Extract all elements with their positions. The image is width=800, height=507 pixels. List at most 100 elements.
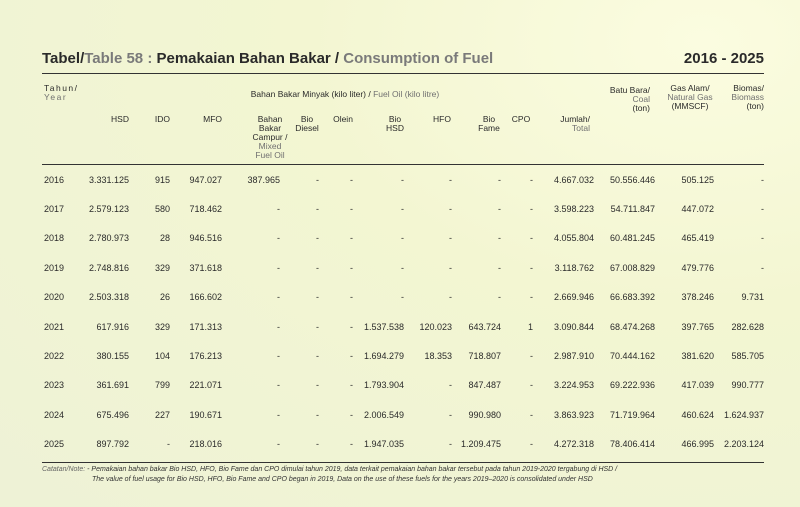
table-cell: 1.209.475 — [460, 439, 501, 450]
title-main-id: Pemakaian Bahan Bakar / — [156, 50, 344, 67]
table-cell: - — [761, 174, 764, 185]
table-cell: - — [316, 233, 319, 244]
header-hsd: HSD — [111, 114, 129, 124]
table-cell: - — [277, 439, 280, 450]
table-cell: - — [277, 321, 280, 332]
table-row: 2017 2.579.123 580 718.462 - - - - - - - 3.598.223 5… — [42, 194, 764, 223]
table-cell: - — [530, 233, 533, 244]
table-cell: - — [498, 174, 501, 185]
table-cell: 460.624 — [681, 409, 714, 420]
header-bio-hsd: Bio HSD — [380, 115, 410, 133]
table-cell: - — [530, 380, 533, 391]
row-year-cell: 2021 — [44, 321, 65, 332]
table-cell: - — [316, 174, 319, 185]
header-mixed-line1: Bahan — [257, 114, 283, 124]
bottom-rule — [42, 462, 764, 463]
footnote-line2: The value of fuel usage for Bio HSD, HFO… — [92, 476, 593, 483]
table-cell: 799 — [154, 380, 170, 391]
table-cell: 585.705 — [731, 351, 764, 362]
table-cell: - — [277, 380, 280, 391]
header-natural-gas: Gas Alam/ Natural Gas (MMSCF) — [660, 84, 720, 111]
header-mixed-line3: Campur / — [252, 132, 288, 142]
table-cell: 387.965 — [247, 174, 280, 185]
header-year: Tahun/ Year — [44, 84, 79, 102]
table-cell: 617.916 — [96, 321, 129, 332]
title-row: Tabel/Table 58 : Pemakaian Bahan Bakar /… — [42, 50, 764, 70]
title-main-en: Consumption of Fuel — [343, 50, 494, 67]
header-mixed-fuel: Bahan Bakar Campur / Mixed Fuel Oil — [245, 115, 295, 160]
table-cell: - — [401, 292, 404, 303]
table-cell: 4.055.804 — [553, 233, 594, 244]
table-cell: 447.072 — [681, 204, 714, 215]
table-cell: 218.016 — [189, 439, 222, 450]
table-cell: - — [449, 292, 452, 303]
header-fuel-oil-id: Bahan Bakar Minyak (kilo liter) / — [250, 89, 374, 99]
header-total: Jumlah/ Total — [540, 115, 590, 133]
header-gas-en: Natural Gas — [667, 92, 713, 102]
table-cell: - — [350, 439, 353, 450]
table-cell: 718.462 — [189, 204, 222, 215]
table-cell: 329 — [154, 321, 170, 332]
header-gas-unit: (MMSCF) — [671, 101, 709, 111]
header-bio-fame-line1: Bio — [482, 114, 496, 124]
header-bio-hsd-line1: Bio — [388, 114, 402, 124]
table-cell: 329 — [154, 262, 170, 273]
table-cell: 9.731 — [741, 292, 764, 303]
table-row: 2020 2.503.318 26 166.602 - - - - - - - 2.669.946 66… — [42, 283, 764, 312]
row-year-cell: 2023 — [44, 380, 65, 391]
header-mixed-line2: Bakar — [258, 123, 282, 133]
row-year-cell: 2017 — [44, 204, 65, 215]
table-cell: - — [350, 409, 353, 420]
table-cell: - — [277, 409, 280, 420]
table-cell: - — [277, 204, 280, 215]
header-bio-diesel: Bio Diesel — [290, 115, 324, 133]
table-cell: 466.995 — [681, 439, 714, 450]
footnote-label: Catatan/Note: — [42, 466, 88, 473]
table-cell: 166.602 — [189, 292, 222, 303]
header-biomass: Biomas/ Biomass (ton) — [710, 84, 764, 111]
header-biomass-id: Biomas/ — [733, 83, 764, 93]
title-years: 2016 - 2025 — [683, 50, 764, 67]
header-bio-fame-line2: Fame — [478, 123, 500, 133]
table-cell: - — [350, 321, 353, 332]
table-cell: - — [761, 204, 764, 215]
table-cell: 3.090.844 — [553, 321, 594, 332]
header-gas-id: Gas Alam/ — [670, 83, 710, 93]
table-cell: 3.224.953 — [553, 380, 594, 391]
table-cell: - — [530, 292, 533, 303]
table-cell: 67.008.829 — [609, 262, 655, 273]
table-cell: - — [350, 380, 353, 391]
table-cell: 3.863.923 — [553, 409, 594, 420]
table-row: 2022 380.155 104 176.213- - -1.694.279 18.353 7… — [42, 341, 764, 370]
table-cell: - — [449, 204, 452, 215]
table-cell: - — [449, 174, 452, 185]
table-cell: - — [316, 351, 319, 362]
table-cell: 18.353 — [424, 351, 452, 362]
table-cell: - — [498, 262, 501, 273]
table-cell: 71.719.964 — [609, 409, 655, 420]
title-id-prefix: Tabel/ — [42, 50, 85, 67]
table-cell: 1.694.279 — [363, 351, 404, 362]
table-cell: 69.222.936 — [609, 380, 655, 391]
table-cell: - — [401, 174, 404, 185]
header-bio-diesel-line2: Diesel — [295, 123, 319, 133]
table-row: 2018 2.780.973 28 946.516 - - - - - - - 4.055.804 60… — [42, 224, 764, 253]
table-cell: 580 — [154, 204, 170, 215]
table-cell: - — [401, 204, 404, 215]
row-year-cell: 2025 — [44, 439, 65, 450]
footnote-line1: Catatan/Note: - Pemakaian bahan bakar Bi… — [42, 466, 617, 473]
row-year-cell: 2022 — [44, 351, 65, 362]
header-bio-hsd-line2: HSD — [386, 123, 404, 133]
data-table: 2016 3.331.125 915 947.027 387.965 - - - - - - 4.66… — [42, 165, 764, 459]
table-cell: - — [498, 292, 501, 303]
table-cell: 947.027 — [189, 174, 222, 185]
table-cell: - — [316, 409, 319, 420]
table-cell: - — [350, 204, 353, 215]
table-cell: 2.987.910 — [553, 351, 594, 362]
table-cell: - — [277, 233, 280, 244]
table-cell: - — [530, 409, 533, 420]
table-cell: - — [316, 380, 319, 391]
table-cell: - — [316, 262, 319, 273]
table-cell: - — [350, 351, 353, 362]
table-cell: - — [167, 439, 170, 450]
